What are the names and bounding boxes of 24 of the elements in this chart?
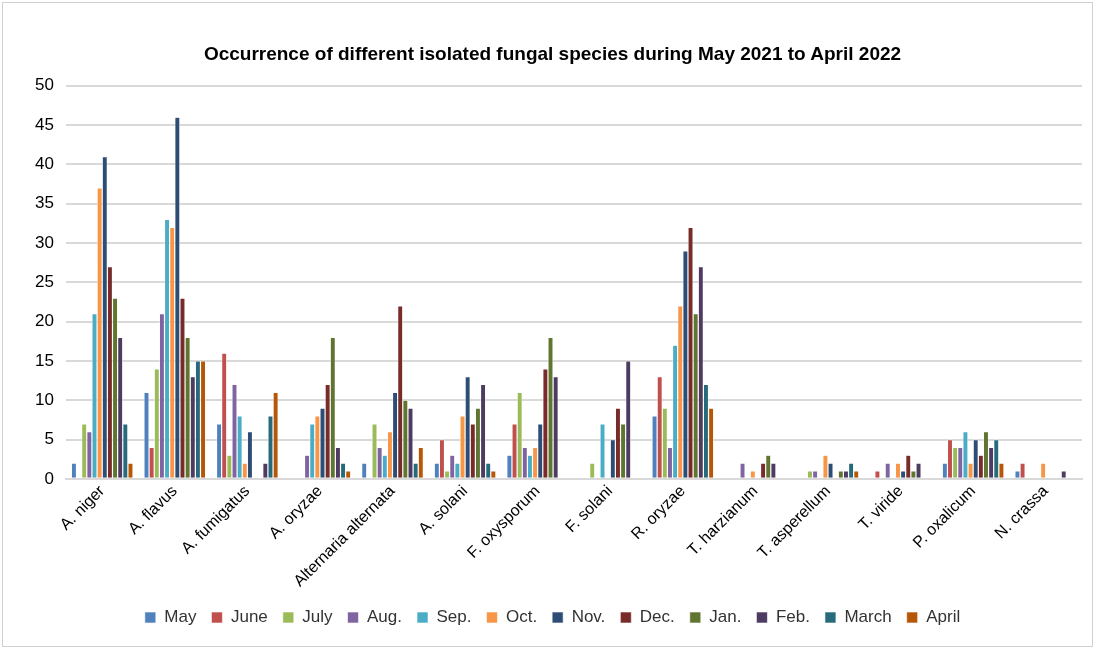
y-tick-label: 30 [34, 232, 54, 252]
legend-label: Jan. [709, 607, 742, 627]
y-tick-label: 45 [34, 114, 54, 134]
legend-label: Aug. [367, 607, 403, 627]
legend-label: March [844, 607, 892, 627]
y-tick-label: 40 [34, 154, 54, 174]
y-tick-label: 35 [34, 193, 54, 213]
legend-label: Nov. [571, 607, 606, 627]
legend-label: June [230, 607, 268, 627]
legend-label: July [302, 607, 334, 627]
y-tick-label: 50 [34, 75, 54, 95]
legend-label: Oct. [505, 607, 538, 627]
y-tick-label: 10 [34, 389, 54, 409]
legend-label: Sep. [436, 607, 472, 627]
legend-label: Dec. [639, 607, 675, 627]
y-tick-label: 5 [44, 429, 54, 449]
y-tick-label: 0 [44, 468, 54, 488]
legend-label: Feb. [775, 607, 810, 627]
y-tick-label: 25 [34, 272, 54, 291]
chart-title: Occurrence of different isolated fungal species during May 2021 to April 2022 [203, 42, 902, 64]
legend-label: April [926, 607, 961, 627]
y-tick-label: 20 [34, 311, 54, 331]
y-tick-label: 15 [34, 350, 54, 370]
legend-label: May [164, 607, 197, 627]
